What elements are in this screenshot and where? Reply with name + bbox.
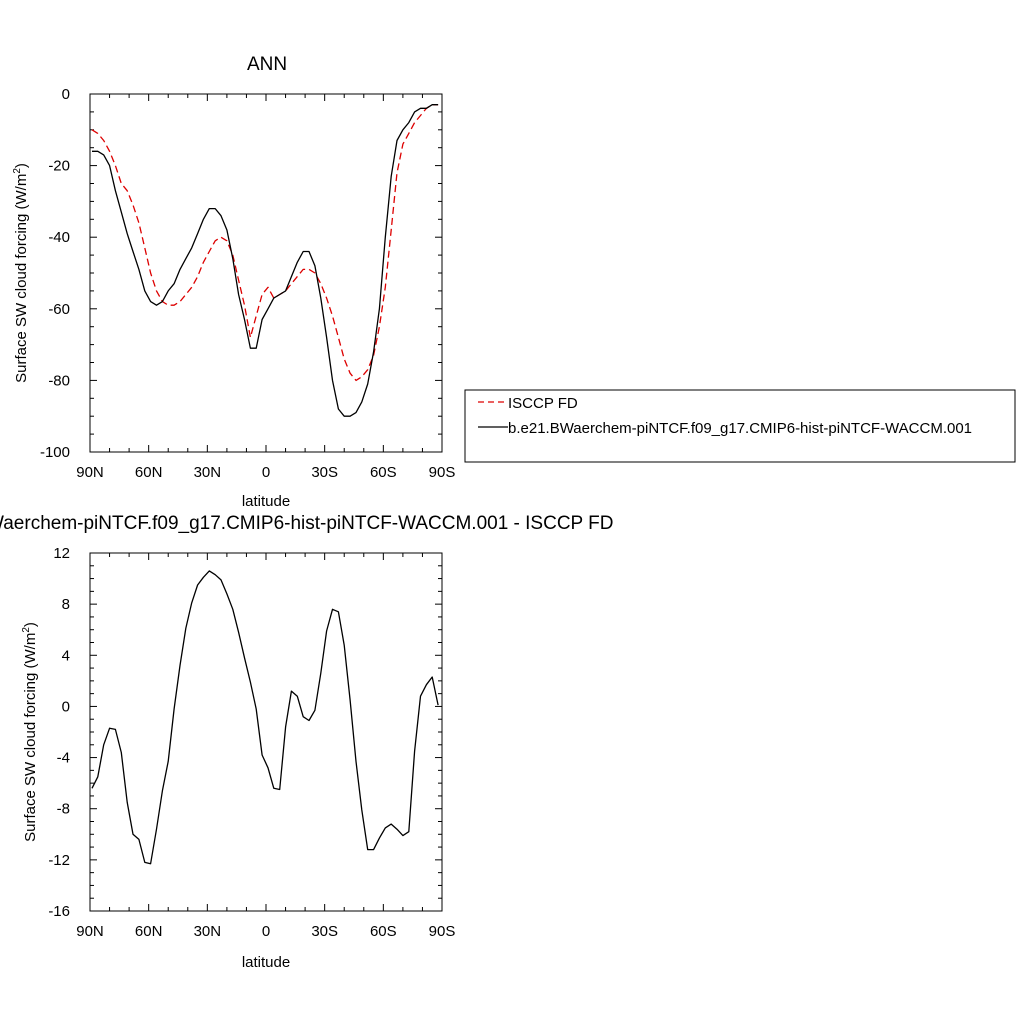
bottom-y-axis-label-main: Surface SW cloud forcing (W/m	[22, 633, 39, 842]
bottom-ytick-label: 0	[62, 698, 70, 715]
bottom-y-axis: 12 8 4 0 -4 -8 -12 -16	[48, 545, 442, 920]
bottom-y-axis-label-sup: 2	[21, 627, 32, 633]
top-ytick-label: -20	[48, 158, 70, 175]
top-xtick-label: 30N	[194, 464, 222, 481]
bottom-ytick-label: -8	[57, 801, 70, 818]
bottom-y-axis-label: Surface SW cloud forcing (W/m2)	[21, 622, 39, 842]
top-y-axis: 0 -20 -40 -60 -80 -100	[40, 86, 442, 461]
top-panel: ANN 90N 60N 30N 0 30S 60S 90S 0 -20 -40 -60 -80 -10…	[12, 54, 1016, 510]
bottom-xtick-label: 30S	[311, 923, 338, 940]
bottom-xtick-label: 60S	[370, 923, 397, 940]
bottom-panel: b.e21.BWaerchem-piNTCF.f09_g17.CMIP6-his…	[0, 513, 613, 971]
bottom-ytick-label: 8	[62, 596, 70, 613]
bottom-plot-frame	[89, 552, 443, 912]
bottom-xtick-label: 60N	[135, 923, 163, 940]
bottom-x-axis: 90N 60N 30N 0 30S 60S 90S	[76, 553, 455, 940]
bottom-chart-title: b.e21.BWaerchem-piNTCF.f09_g17.CMIP6-his…	[0, 513, 613, 534]
top-ytick-label: -40	[48, 229, 70, 246]
top-y-axis-label: Surface SW cloud forcing (W/m2)	[12, 163, 30, 383]
bottom-ytick-label: -12	[48, 852, 70, 869]
top-ytick-label: -60	[48, 301, 70, 318]
top-ytick-label: 0	[62, 86, 70, 103]
top-xtick-label: 30S	[311, 464, 338, 481]
bottom-series-line-0	[91, 570, 439, 865]
bottom-xtick-label: 90N	[76, 923, 104, 940]
top-xtick-label: 90N	[76, 464, 104, 481]
top-y-axis-label-sup: 2	[12, 168, 23, 174]
bottom-xtick-label: 0	[262, 923, 270, 940]
top-series-line-0	[91, 104, 439, 382]
top-y-axis-label-main: Surface SW cloud forcing (W/m	[13, 174, 30, 383]
top-chart-title: ANN	[247, 54, 287, 75]
bottom-xtick-label: 30N	[194, 923, 222, 940]
top-xtick-label: 90S	[429, 464, 456, 481]
bottom-ytick-label: -16	[48, 903, 70, 920]
top-series-line-1	[92, 104, 439, 417]
top-ytick-label: -100	[40, 444, 70, 461]
top-series-lines	[91, 104, 439, 417]
top-plot-frame	[89, 93, 443, 453]
bottom-xtick-label: 90S	[429, 923, 456, 940]
legend-label-isccp: ISCCP FD	[508, 395, 578, 412]
legend-box	[464, 389, 1016, 463]
legend-label-model: b.e21.BWaerchem-piNTCF.f09_g17.CMIP6-his…	[508, 420, 972, 437]
top-xtick-label: 60S	[370, 464, 397, 481]
bottom-series-lines	[91, 570, 439, 865]
top-ytick-label: -80	[48, 372, 70, 389]
bottom-ytick-label: 4	[62, 647, 70, 664]
bottom-x-axis-label: latitude	[242, 954, 290, 971]
top-y-axis-label-close: )	[13, 163, 30, 168]
bottom-ytick-label: -4	[57, 750, 70, 767]
bottom-y-axis-label-close: )	[22, 622, 39, 627]
top-x-axis: 90N 60N 30N 0 30S 60S 90S	[76, 94, 455, 481]
top-xtick-label: 0	[262, 464, 270, 481]
legend: ISCCP FD b.e21.BWaerchem-piNTCF.f09_g17.…	[464, 389, 1016, 463]
top-xtick-label: 60N	[135, 464, 163, 481]
bottom-ytick-label: 12	[53, 545, 70, 562]
top-x-axis-label: latitude	[242, 493, 290, 510]
